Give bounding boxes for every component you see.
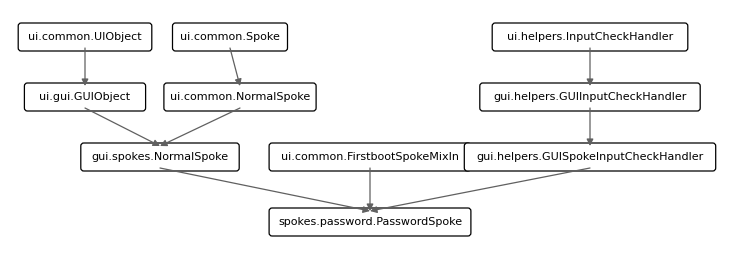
FancyBboxPatch shape <box>25 83 146 111</box>
Text: spokes.password.PasswordSpoke: spokes.password.PasswordSpoke <box>278 217 462 227</box>
FancyBboxPatch shape <box>18 23 152 51</box>
FancyBboxPatch shape <box>164 83 316 111</box>
Text: ui.common.Spoke: ui.common.Spoke <box>180 32 280 42</box>
FancyBboxPatch shape <box>81 143 240 171</box>
Text: gui.helpers.GUIInputCheckHandler: gui.helpers.GUIInputCheckHandler <box>493 92 687 102</box>
Text: ui.common.UIObject: ui.common.UIObject <box>28 32 142 42</box>
Text: ui.common.FirstbootSpokeMixIn: ui.common.FirstbootSpokeMixIn <box>281 152 459 162</box>
FancyBboxPatch shape <box>493 23 687 51</box>
FancyBboxPatch shape <box>269 143 471 171</box>
FancyBboxPatch shape <box>269 208 471 236</box>
Text: gui.helpers.GUISpokeInputCheckHandler: gui.helpers.GUISpokeInputCheckHandler <box>476 152 704 162</box>
Text: ui.helpers.InputCheckHandler: ui.helpers.InputCheckHandler <box>507 32 673 42</box>
FancyBboxPatch shape <box>464 143 716 171</box>
Text: ui.common.NormalSpoke: ui.common.NormalSpoke <box>170 92 310 102</box>
FancyBboxPatch shape <box>480 83 700 111</box>
Text: ui.gui.GUIObject: ui.gui.GUIObject <box>39 92 130 102</box>
FancyBboxPatch shape <box>173 23 287 51</box>
Text: gui.spokes.NormalSpoke: gui.spokes.NormalSpoke <box>92 152 228 162</box>
